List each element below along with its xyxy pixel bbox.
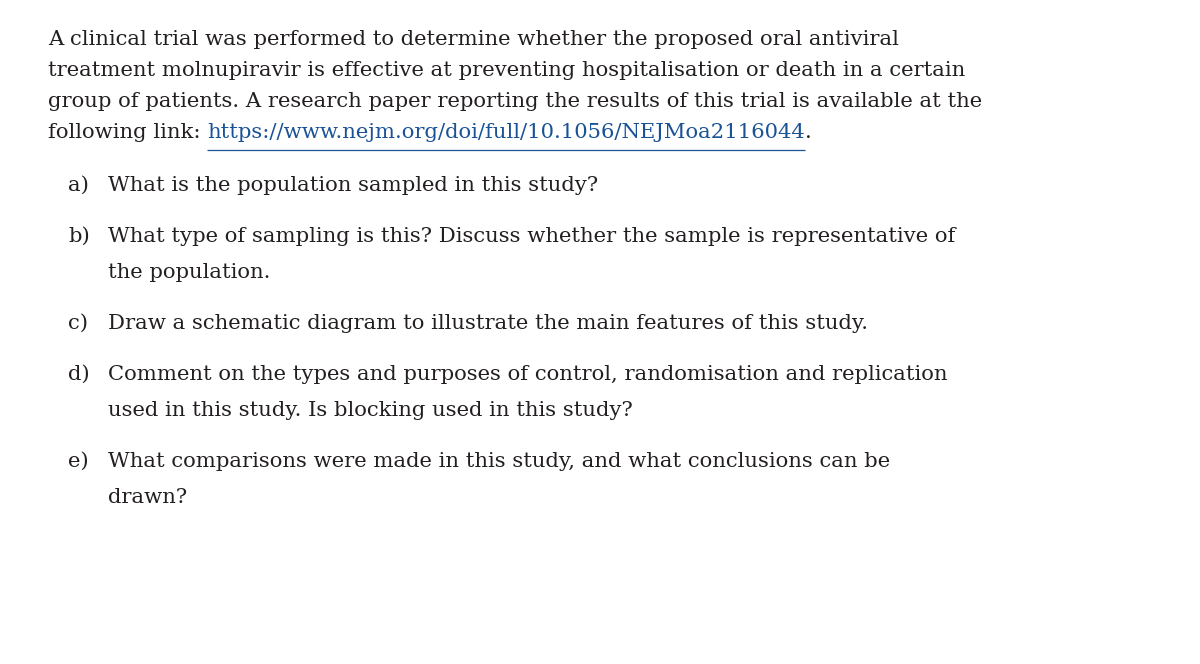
Text: drawn?: drawn?: [108, 489, 187, 507]
Text: a): a): [68, 176, 89, 195]
Text: .: .: [805, 123, 811, 142]
Text: What type of sampling is this? Discuss whether the sample is representative of: What type of sampling is this? Discuss w…: [108, 227, 955, 246]
Text: e): e): [68, 452, 89, 471]
Text: Comment on the types and purposes of control, randomisation and replication: Comment on the types and purposes of con…: [108, 365, 948, 384]
Text: following link:: following link:: [48, 123, 208, 142]
Text: b): b): [68, 227, 90, 246]
Text: group of patients. A research paper reporting the results of this trial is avail: group of patients. A research paper repo…: [48, 92, 982, 111]
Text: A clinical trial was performed to determine whether the proposed oral antiviral: A clinical trial was performed to determ…: [48, 30, 899, 49]
Text: d): d): [68, 365, 90, 384]
Text: What is the population sampled in this study?: What is the population sampled in this s…: [108, 176, 598, 195]
Text: c): c): [68, 314, 88, 333]
Text: used in this study. Is blocking used in this study?: used in this study. Is blocking used in …: [108, 401, 632, 420]
Text: treatment molnupiravir is effective at preventing hospitalisation or death in a : treatment molnupiravir is effective at p…: [48, 61, 965, 80]
Text: Draw a schematic diagram to illustrate the main features of this study.: Draw a schematic diagram to illustrate t…: [108, 314, 868, 333]
Text: https://www.nejm.org/doi/full/10.1056/NEJMoa2116044: https://www.nejm.org/doi/full/10.1056/NE…: [208, 123, 805, 142]
Text: the population.: the population.: [108, 263, 270, 282]
Text: What comparisons were made in this study, and what conclusions can be: What comparisons were made in this study…: [108, 452, 890, 471]
